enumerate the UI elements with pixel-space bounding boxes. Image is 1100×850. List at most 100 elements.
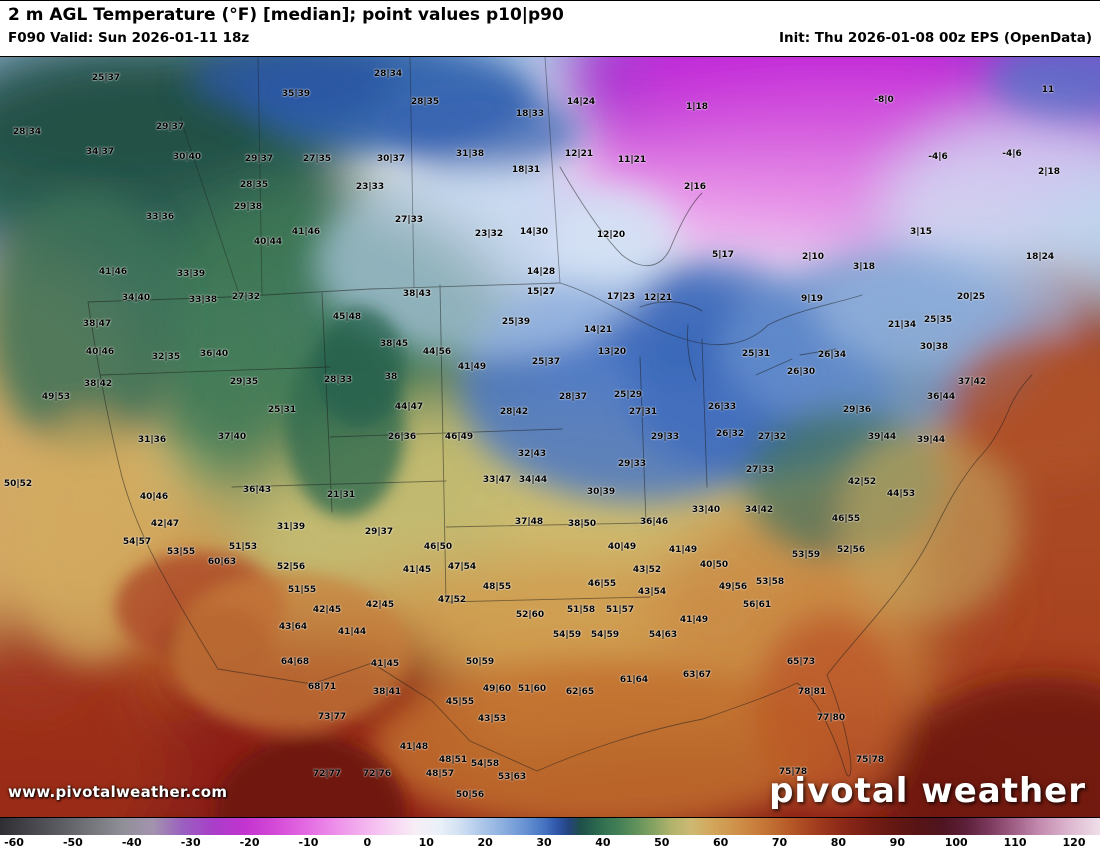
point-value: 49|60 xyxy=(482,684,512,694)
point-value: 38|43 xyxy=(402,289,432,299)
point-value: 48|57 xyxy=(425,769,455,779)
point-value: 27|35 xyxy=(302,154,332,164)
point-value: 17|23 xyxy=(606,292,636,302)
point-value: 75|78 xyxy=(778,767,808,777)
point-value: 14|28 xyxy=(526,267,556,277)
point-value: 54|59 xyxy=(590,630,620,640)
point-value: 29|35 xyxy=(229,377,259,387)
point-value: 26|34 xyxy=(817,350,847,360)
point-value: 48|55 xyxy=(482,582,512,592)
valid-time-label: F090 Valid: Sun 2026-01-11 18z xyxy=(8,29,250,46)
init-time-label: Init: Thu 2026-01-08 00z EPS (OpenData) xyxy=(778,29,1092,46)
point-value: 41|48 xyxy=(399,742,429,752)
point-value: 49|56 xyxy=(718,582,748,592)
point-value: 5|17 xyxy=(711,250,735,260)
point-value: 33|36 xyxy=(145,212,175,222)
point-value: 43|53 xyxy=(477,714,507,724)
point-value: 30|38 xyxy=(919,342,949,352)
temperature-field-svg xyxy=(0,57,1100,817)
point-value: 61|64 xyxy=(619,675,649,685)
point-value: 29|33 xyxy=(650,432,680,442)
point-value: 54|63 xyxy=(648,630,678,640)
colorbar-tick-label: 120 xyxy=(1062,836,1086,849)
point-value: 39|44 xyxy=(916,435,946,445)
point-value: 12|21 xyxy=(643,293,673,303)
point-value: -4|6 xyxy=(928,152,948,162)
point-value: 72|77 xyxy=(312,769,342,779)
point-value: 51|58 xyxy=(566,605,596,615)
point-value: 25|31 xyxy=(267,405,297,415)
point-value: 11 xyxy=(1041,85,1055,95)
point-value: 25|31 xyxy=(741,349,771,359)
point-value: 29|36 xyxy=(842,405,872,415)
point-value: 53|58 xyxy=(755,577,785,587)
watermark-url: www.pivotalweather.com xyxy=(8,783,228,801)
point-value: 2|16 xyxy=(683,182,707,192)
point-value: 51|57 xyxy=(605,605,635,615)
pivotal-weather-logo: pivotal weather xyxy=(769,771,1086,811)
map-canvas: 25|37 35|39 28|34 28|35 14|24 1|18 -8|0 11 28|34… xyxy=(0,56,1100,818)
point-value: 49|53 xyxy=(41,392,71,402)
map-borders xyxy=(87,57,1033,777)
point-value: 54|57 xyxy=(122,537,152,547)
point-value: -4|6 xyxy=(1002,149,1022,159)
point-value: 31|36 xyxy=(137,435,167,445)
point-value: 52|56 xyxy=(276,562,306,572)
point-value: 25|29 xyxy=(613,390,643,400)
point-value: 30|37 xyxy=(376,154,406,164)
point-value: 34|42 xyxy=(744,505,774,515)
colorbar-tick-label: 40 xyxy=(595,836,611,849)
point-value: 62|65 xyxy=(565,687,595,697)
point-values-layer: 25|37 35|39 28|34 28|35 14|24 1|18 -8|0 11 28|34… xyxy=(0,57,1100,817)
point-value: 36|46 xyxy=(639,517,669,527)
colorbar-tick-label: 90 xyxy=(889,836,905,849)
colorbar-tick-label: 0 xyxy=(363,836,372,849)
point-value: 27|32 xyxy=(757,432,787,442)
point-value: 43|54 xyxy=(637,587,667,597)
point-value: 38|45 xyxy=(379,339,409,349)
point-value: 41|45 xyxy=(402,565,432,575)
point-value: 37|48 xyxy=(514,517,544,527)
point-value: 40|50 xyxy=(699,560,729,570)
point-value: 33|40 xyxy=(691,505,721,515)
point-value: 44|47 xyxy=(394,402,424,412)
point-value: 32|35 xyxy=(151,352,181,362)
point-value: 39|44 xyxy=(867,432,897,442)
point-value: 40|49 xyxy=(607,542,637,552)
point-value: 54|59 xyxy=(552,630,582,640)
point-value: 40|46 xyxy=(139,492,169,502)
point-value: 34|40 xyxy=(121,293,151,303)
point-value: 18|33 xyxy=(515,109,545,119)
map-title: 2 m AGL Temperature (°F) [median]; point… xyxy=(8,5,564,25)
point-value: 41|45 xyxy=(370,659,400,669)
point-value: 14|30 xyxy=(519,227,549,237)
point-value: 42|45 xyxy=(365,600,395,610)
point-value: 43|64 xyxy=(278,622,308,632)
point-value: 50|56 xyxy=(455,790,485,800)
point-value: 13|20 xyxy=(597,347,627,357)
point-value: 26|30 xyxy=(786,367,816,377)
point-value: 37|40 xyxy=(217,432,247,442)
point-value: 48|51 xyxy=(438,755,468,765)
point-value: 46|55 xyxy=(587,579,617,589)
point-value: 41|44 xyxy=(337,627,367,637)
point-value: 27|33 xyxy=(394,215,424,225)
point-value: 12|20 xyxy=(596,230,626,240)
point-value: 52|56 xyxy=(836,545,866,555)
point-value: 25|35 xyxy=(923,315,953,325)
point-value: 28|42 xyxy=(499,407,529,417)
header-subrow: F090 Valid: Sun 2026-01-11 18z Init: Thu… xyxy=(8,29,1092,48)
point-value: 63|67 xyxy=(682,670,712,680)
point-value: 75|78 xyxy=(855,755,885,765)
point-value: 43|52 xyxy=(632,565,662,575)
point-value: 3|15 xyxy=(909,227,933,237)
point-value: 42|52 xyxy=(847,477,877,487)
colorbar-tick-label: 30 xyxy=(536,836,552,849)
point-value: 20|25 xyxy=(956,292,986,302)
point-value: 41|49 xyxy=(457,362,487,372)
point-value: 41|46 xyxy=(291,227,321,237)
point-value: 42|47 xyxy=(150,519,180,529)
point-value: 41|49 xyxy=(679,615,709,625)
point-value: 50|52 xyxy=(3,479,33,489)
point-value: 38|50 xyxy=(567,519,597,529)
